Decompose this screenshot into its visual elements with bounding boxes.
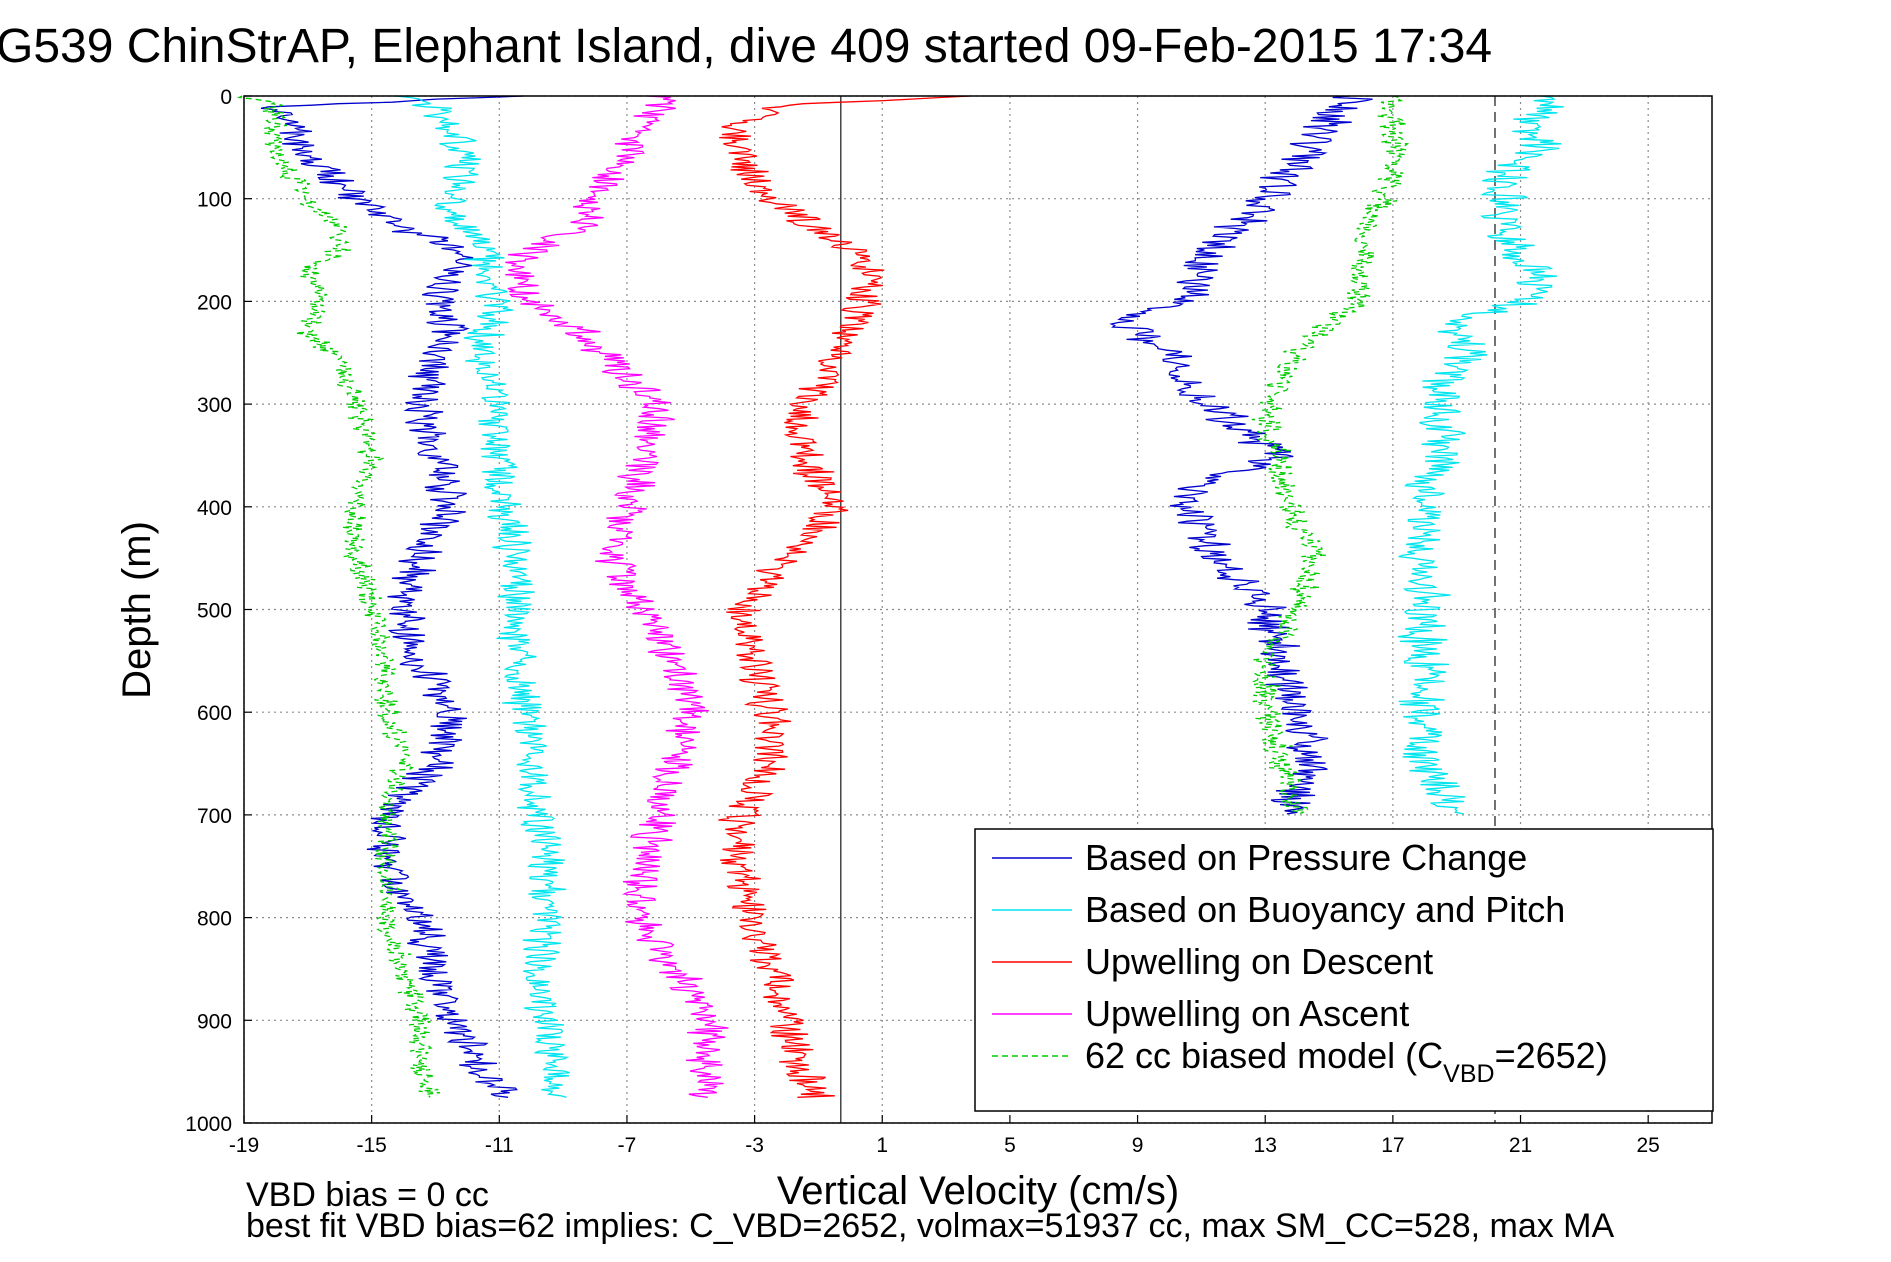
series-based-on-pressure-change-ascent-line	[1109, 95, 1373, 815]
y-tick-label-7: 700	[197, 805, 232, 828]
x-tick-label-1: -15	[356, 1134, 386, 1157]
vbd-bias-annotation: VBD bias = 0 cc	[246, 1176, 489, 1214]
series-62-cc-biased-model-c-descent-line	[236, 95, 441, 1098]
y-axis-ticks: 0 100 200 300 400 500 600 700 800 900 1000	[185, 86, 252, 1136]
y-tick-label-10: 1000	[185, 1113, 232, 1136]
x-tick-label-5: 1	[876, 1134, 888, 1157]
best-fit-annotation: best fit VBD bias=62 implies: C_VBD=2652…	[246, 1207, 1615, 1245]
x-tick-label-2: -11	[485, 1134, 514, 1157]
series-upwelling-on-ascent-line	[505, 95, 729, 1098]
x-tick-label-4: -3	[745, 1134, 764, 1157]
y-tick-label-8: 800	[197, 908, 232, 931]
x-tick-label-10: 21	[1509, 1134, 1532, 1157]
legend-label-1: Based on Buoyancy and Pitch	[1085, 889, 1565, 930]
series-62-cc-biased-model-c-ascent-line	[1251, 95, 1410, 815]
x-axis-label: Vertical Velocity (cm/s)	[777, 1169, 1179, 1213]
y-tick-label-6: 600	[197, 702, 232, 725]
x-tick-label-11: 25	[1636, 1134, 1659, 1157]
series-based-on-pressure-change-descent-line	[260, 95, 524, 1098]
x-tick-label-9: 17	[1381, 1134, 1404, 1157]
y-tick-label-5: 500	[197, 600, 232, 623]
x-tick-label-6: 5	[1004, 1134, 1016, 1157]
x-tick-label-7: 9	[1132, 1134, 1144, 1157]
y-tick-label-4: 400	[197, 497, 232, 520]
chart-title: G539 ChinStrAP, Elephant Island, dive 40…	[0, 20, 1492, 73]
y-tick-label-2: 200	[197, 291, 232, 314]
series-based-on-buoyancy-and-pitch-descent-line	[394, 95, 570, 1098]
series-upwelling-on-descent-line	[718, 95, 971, 1098]
y-tick-label-1: 100	[197, 189, 232, 212]
y-axis-label: Depth (m)	[115, 521, 159, 699]
legend-label-2: Upwelling on Descent	[1085, 941, 1433, 982]
x-tick-label-3: -7	[618, 1134, 637, 1157]
x-tick-label-0: -19	[229, 1134, 259, 1157]
y-tick-label-3: 300	[197, 394, 232, 417]
legend-label-0: Based on Pressure Change	[1085, 837, 1527, 878]
legend: Based on Pressure Change Based on Buoyanc…	[974, 828, 1714, 1112]
series-based-on-buoyancy-and-pitch-ascent-line	[1397, 95, 1564, 815]
x-axis-ticks: -19 -15 -11 -7 -3 1 5 9 13 17 21 25	[229, 1115, 1660, 1157]
data-series	[236, 95, 1564, 1098]
legend-label-3: Upwelling on Ascent	[1085, 993, 1409, 1034]
y-tick-label-0: 0	[220, 86, 232, 109]
y-tick-label-9: 900	[197, 1010, 232, 1033]
x-tick-label-8: 13	[1254, 1134, 1277, 1157]
legend-box	[974, 828, 1714, 1112]
